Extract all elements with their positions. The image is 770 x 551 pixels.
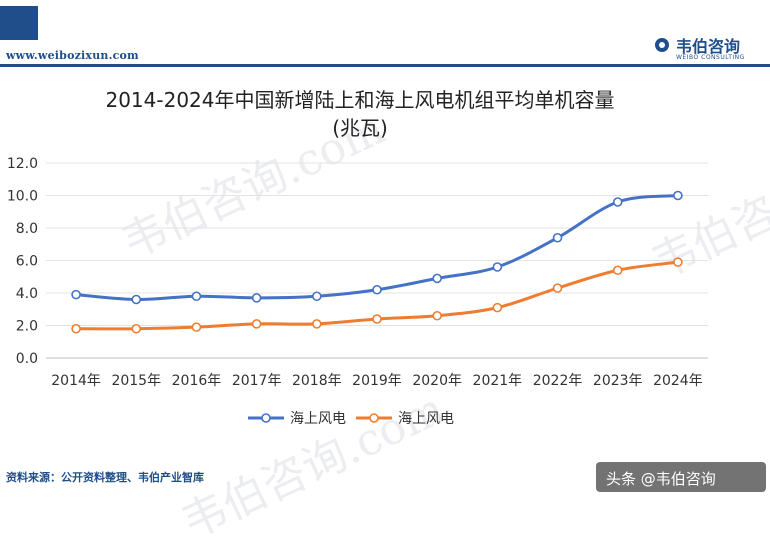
y-tick-label: 10.0	[7, 189, 38, 205]
site-url: www.weibozixun.com	[6, 49, 139, 62]
data-point	[191, 322, 202, 332]
data-point	[673, 190, 683, 201]
series-line-1	[75, 194, 679, 302]
data-point	[612, 197, 623, 207]
data-point	[673, 257, 683, 267]
x-tick-label: 2016年	[172, 373, 222, 389]
x-tick-label: 2017年	[232, 373, 282, 389]
brand-logo: 韦伯咨询 WEIBO CONSULTING	[654, 33, 766, 65]
legend-marker	[261, 413, 271, 423]
x-tick-label: 2022年	[533, 373, 583, 389]
data-point	[251, 319, 262, 329]
y-tick-label: 8.0	[16, 221, 38, 237]
data-point	[71, 289, 81, 300]
overlay-background	[596, 462, 766, 492]
platform-overlay: 头条 @韦伯咨询	[596, 462, 766, 492]
data-point	[492, 302, 503, 313]
legend-marker	[369, 413, 379, 423]
data-point	[492, 262, 503, 272]
data-point	[71, 323, 81, 334]
logo-text: 韦伯咨询	[676, 37, 741, 56]
legend-label: 海上风电	[290, 411, 346, 427]
x-tick-label: 2014年	[51, 373, 101, 389]
chart-title: 2014-2024年中国新增陆上和海上风电机组平均单机容量 (兆瓦)	[80, 86, 640, 142]
data-source-note: 资料来源：公开资料整理、韦伯产业智库	[6, 471, 204, 484]
x-tick-label: 2018年	[292, 373, 342, 389]
x-tick-label: 2019年	[352, 373, 402, 389]
x-tick-label: 2023年	[593, 373, 643, 389]
legend-label: 海上风电	[398, 411, 454, 427]
data-point	[552, 232, 563, 243]
header-banner	[0, 0, 770, 44]
data-point	[131, 323, 142, 334]
y-tick-label: 0.0	[16, 351, 38, 367]
logo-icon	[655, 38, 669, 52]
data-point	[131, 294, 142, 305]
header-divider	[0, 64, 770, 67]
data-point	[552, 283, 563, 293]
data-point	[372, 314, 382, 324]
data-point	[372, 284, 382, 295]
chart-title-line-2: (兆瓦)	[332, 116, 388, 140]
data-point	[312, 291, 322, 302]
y-tick-label: 6.0	[16, 254, 38, 270]
chart-title-line-1: 2014-2024年中国新增陆上和海上风电机组平均单机容量	[105, 88, 615, 112]
data-point	[251, 293, 262, 303]
y-tick-label: 4.0	[16, 286, 38, 302]
logo-subtext: WEIBO CONSULTING	[676, 54, 745, 61]
x-tick-label: 2024年	[653, 373, 703, 389]
overlay-text: 头条 @韦伯咨询	[606, 470, 716, 488]
data-point	[612, 265, 623, 276]
x-tick-label: 2015年	[111, 373, 161, 389]
data-point	[432, 273, 442, 284]
x-tick-label: 2021年	[473, 373, 523, 389]
data-point	[312, 319, 322, 329]
data-point	[432, 310, 442, 321]
data-point	[191, 291, 202, 302]
y-tick-label: 12.0	[7, 156, 38, 172]
header-accent-block	[0, 6, 38, 40]
x-tick-label: 2020年	[412, 373, 462, 389]
line-chart: 0.0 2.0 4.0 6.0 8.0 10.0 12.0 2014年 2015年 2016年 20…	[7, 156, 708, 427]
y-tick-label: 2.0	[16, 319, 38, 335]
